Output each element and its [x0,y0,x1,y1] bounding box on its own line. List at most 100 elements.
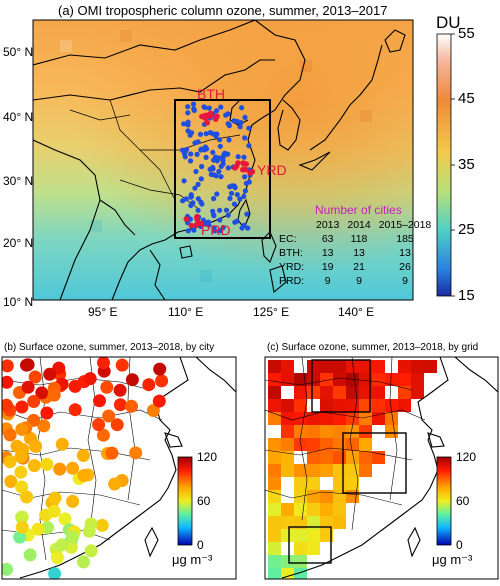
city-dot [202,144,208,150]
city-dot [218,104,224,110]
table-cell: 9 [356,275,362,287]
city-ozone-dot [105,446,119,460]
grid-cell [307,373,320,386]
lat-label: 40° N [3,110,34,124]
city-ozone-dot [2,562,14,576]
table-cell: 63 [321,233,334,245]
table-cell: 26 [399,261,411,273]
city-dot [206,105,212,111]
city-dot [185,119,191,125]
city-dot [193,168,199,175]
city-ozone-dot [14,450,28,464]
grid-cell [307,490,320,503]
city-dot [217,137,223,143]
colorbar-b-unit: μg m⁻³ [172,552,213,567]
grid-cell [333,386,346,399]
grid-cell [359,373,372,386]
city-dot [226,123,232,129]
grid-cell [307,386,320,399]
grid-cell [268,568,281,579]
grid-cell [346,438,359,451]
city-ozone-dot [95,518,109,532]
colorbar-b-tick-label: 120 [197,450,218,464]
grid-cell [268,529,281,542]
city-dot [242,114,248,120]
city-dot [226,137,232,143]
city-dot [181,151,188,157]
city-dot [239,105,245,111]
city-ozone-dot [113,398,127,412]
grid-cell [307,542,320,555]
region-dots [183,110,256,229]
grid-cell [320,438,333,451]
city-dot [197,131,204,137]
city-ozone-dot [129,446,143,460]
city-dot [199,163,205,170]
grid-cell [333,503,346,516]
table-row: YRD: 19 21 26 [276,260,435,274]
table-cell: 13 [353,247,365,259]
city-dot [235,154,241,160]
city-ozone-dot [15,400,29,414]
city-ozone-dot [83,372,97,386]
grid-cell [281,516,294,529]
city-dot [188,202,194,209]
panel-b-title: (b) Surface ozone, summer, 2013–2018, by… [4,342,215,353]
table-cell: PRD: [279,275,305,287]
city-dot [191,106,197,112]
grid-cell [320,529,333,542]
region-label-bth: BTH [197,86,225,102]
city-ozone-dot [2,375,14,389]
grid-cell [372,386,385,399]
grid-cell [320,425,333,438]
grid-cell [268,373,281,386]
grid-cell [320,464,333,477]
table-header-row: 2013 2014 2015–2018 [276,218,435,232]
city-ozone-dot [48,491,62,505]
city-ozone-dot [15,510,29,524]
city-ozone-dot [47,504,61,518]
city-ozone-dot [68,379,82,393]
city-dot [223,207,230,213]
table-cell: 21 [353,261,365,273]
city-ozone-dot [37,419,51,433]
city-ozone-dot [113,383,127,397]
city-dot [210,212,217,218]
city-dot [246,143,252,149]
grid-cell [268,438,281,451]
city-ozone-dot [96,428,110,442]
city-dot [213,133,219,139]
grid-cell [320,360,333,373]
grid-cell [411,373,424,386]
ozone-field [33,20,413,300]
city-ozone-dot [66,530,80,544]
grid-cell [398,399,411,412]
grid-cell [307,477,320,490]
city-ozone-dot [77,555,90,569]
table-cell: 9 [402,275,408,287]
colorbar-b-tick-label: 60 [197,494,211,508]
grid-cell [268,542,281,555]
grid-cell [359,412,372,425]
grid-cell [281,425,294,438]
grid-cell [281,464,294,477]
lat-label: 10° N [3,295,34,309]
grid-cell [398,373,411,386]
region-dot [204,120,210,126]
city-dot [198,146,204,152]
city-dot [246,179,252,185]
grid-cell [268,555,281,568]
city-ozone-dot [13,530,27,544]
city-dot [207,130,213,136]
grid-cell [268,477,281,490]
city-dot [231,201,238,207]
city-ozone-dot [142,378,156,392]
city-ozone-dot [100,380,114,394]
city-dot [242,188,248,194]
city-dot [222,150,228,156]
city-dot [242,174,248,180]
grid-cell [268,451,281,464]
city-ozone-dot [40,406,54,420]
grid-cell [372,373,385,386]
grid-cell [307,516,320,529]
